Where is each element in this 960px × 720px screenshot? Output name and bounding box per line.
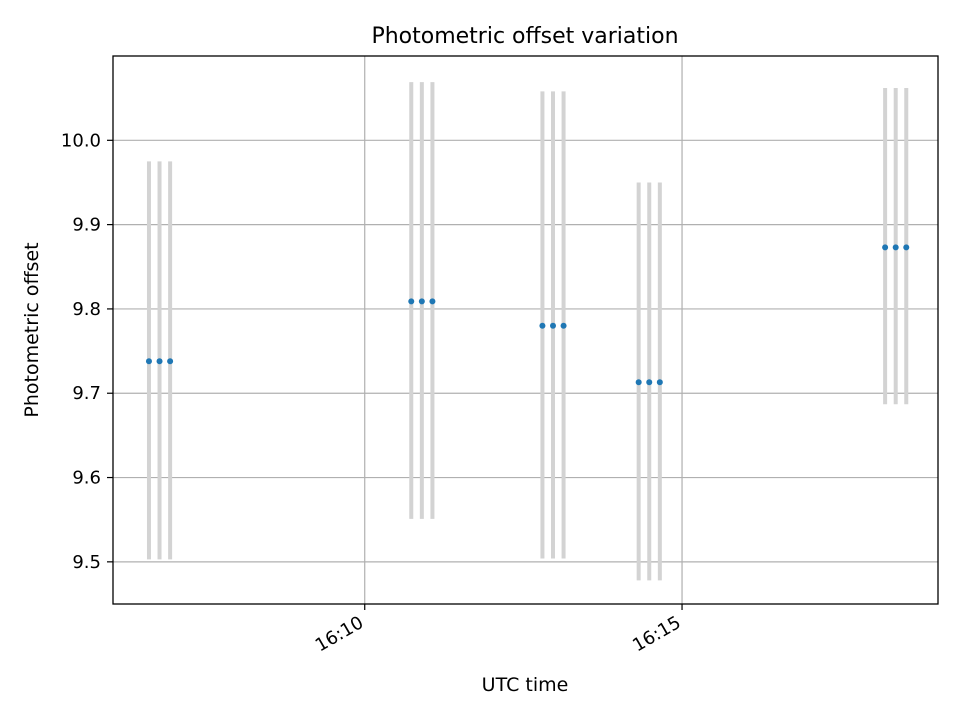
data-point: [408, 298, 415, 305]
data-point: [418, 298, 425, 305]
y-axis-label: Photometric offset: [21, 242, 43, 417]
plot-frame: [112, 55, 939, 605]
chart-title: Photometric offset variation: [371, 24, 678, 49]
y-tick-label: 10.0: [61, 130, 101, 151]
y-tick-label: 9.6: [72, 468, 101, 489]
data-point: [903, 244, 910, 251]
data-point: [646, 379, 653, 386]
data-point: [882, 244, 889, 251]
y-tick-label: 9.9: [72, 215, 101, 236]
x-tick-label: 16:15: [629, 612, 684, 656]
data-point: [145, 358, 152, 365]
data-point: [560, 322, 567, 329]
y-tick-label: 9.7: [72, 383, 101, 404]
data-point: [892, 244, 899, 251]
data-point: [635, 379, 642, 386]
grid: [113, 56, 938, 604]
data-point: [429, 298, 436, 305]
data-points: [145, 244, 910, 386]
data-point: [550, 322, 556, 329]
data-point: [167, 358, 174, 365]
data-point: [656, 379, 663, 386]
y-tick-label: 9.5: [72, 552, 101, 573]
y-tick-label: 9.8: [72, 299, 101, 320]
error-bars: [146, 82, 909, 581]
x-tick-label: 16:10: [312, 612, 367, 656]
data-point: [539, 322, 546, 329]
data-point: [156, 358, 163, 365]
x-axis-label: UTC time: [482, 674, 569, 696]
